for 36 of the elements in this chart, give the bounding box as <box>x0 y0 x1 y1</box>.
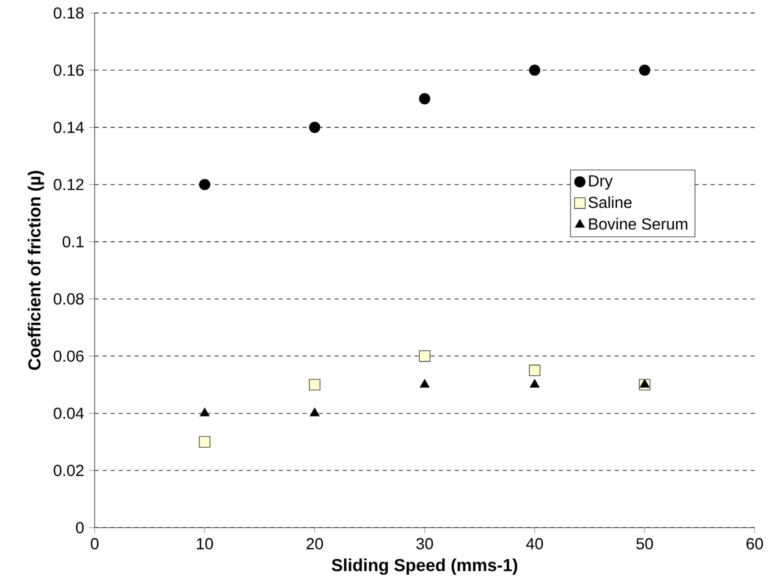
point <box>529 64 540 76</box>
legend-label: Bovine Serum <box>589 218 688 230</box>
point <box>309 122 320 133</box>
y-tick-label: 0.1 <box>62 236 84 248</box>
point <box>419 93 430 104</box>
y-tick-label: 0.04 <box>54 408 84 419</box>
y-tick-label: 0.18 <box>54 7 84 19</box>
x-axis-title: Sliding Speed (mms-1) <box>332 558 518 575</box>
point <box>200 408 210 416</box>
x-tick-label: 0 <box>90 538 99 550</box>
point <box>199 436 210 448</box>
point <box>530 379 540 388</box>
y-tick-label: 0.14 <box>54 122 84 134</box>
y-tick-label: 0 <box>76 522 84 534</box>
x-tick-label: 50 <box>636 538 653 550</box>
legend-label: Saline <box>588 196 632 208</box>
point <box>420 379 430 388</box>
point <box>529 364 540 376</box>
legend-label: Dry <box>589 175 613 190</box>
x-tick-label: 60 <box>746 538 763 550</box>
point <box>199 178 210 190</box>
point <box>639 64 650 76</box>
x-tick-label: 10 <box>196 538 213 550</box>
y-tick-label: 0.02 <box>54 464 84 476</box>
y-axis-title: Coefficient of friction (µ) <box>28 170 44 370</box>
y-tick-label: 0.16 <box>54 64 84 76</box>
point <box>640 379 650 388</box>
y-tick-label: 0.06 <box>54 350 84 362</box>
y-tick-label: 0.08 <box>54 293 84 305</box>
point <box>309 379 320 390</box>
y-tick-label: 0.12 <box>54 178 84 190</box>
x-tick-label: 20 <box>306 538 323 550</box>
x-tick-label: 40 <box>526 538 543 550</box>
point <box>310 408 320 416</box>
point <box>419 350 430 362</box>
x-tick-label: 30 <box>416 538 433 550</box>
